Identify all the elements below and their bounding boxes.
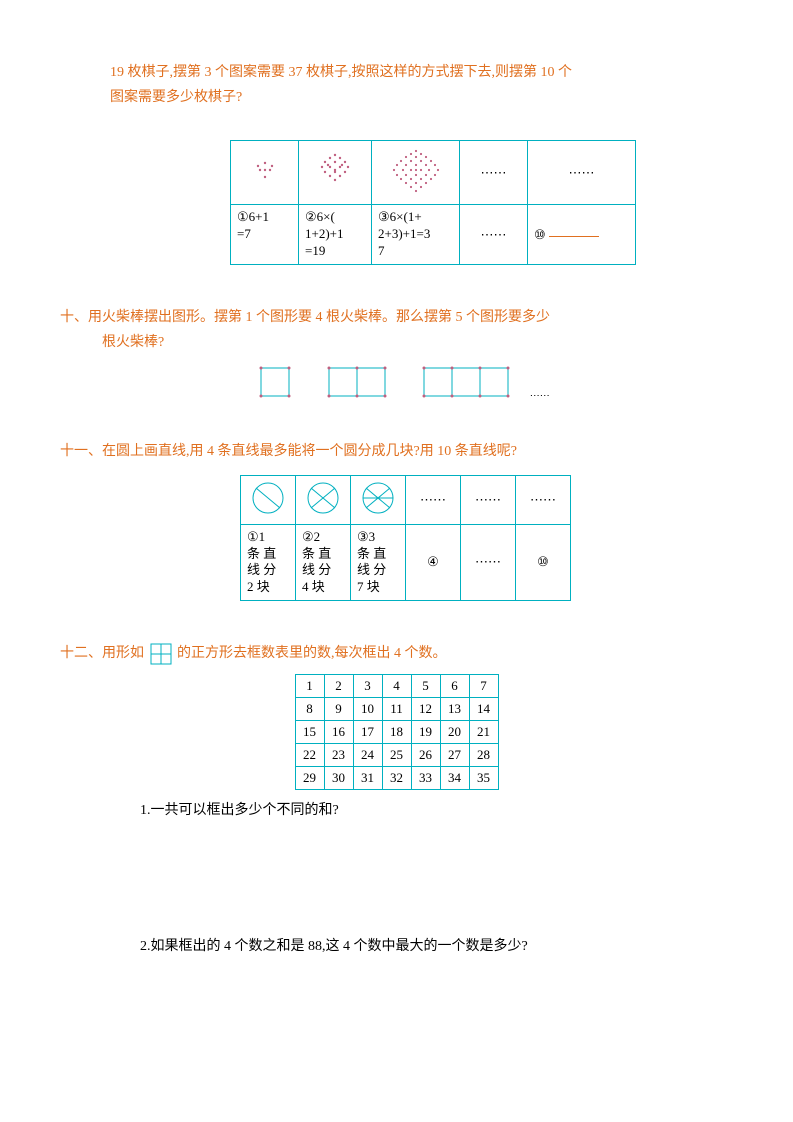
q9-cell-6: ⑩	[534, 227, 546, 242]
grid-cell: 30	[324, 767, 353, 790]
grid-cell: 19	[411, 721, 440, 744]
q9-line2: 图案需要多少枚棋子?	[110, 90, 242, 105]
q11-t2: ②2条 直线 分4 块	[302, 529, 331, 595]
hex-dots-1	[240, 145, 290, 195]
grid-cell: 34	[440, 767, 469, 790]
grid-cell: 24	[353, 744, 382, 767]
grid-cell: 35	[469, 767, 498, 790]
matchstick-fig-3	[421, 365, 511, 399]
q12-frame-icon	[150, 643, 172, 665]
q12-title-a: 十二、用形如	[60, 646, 144, 661]
grid-cell: 32	[382, 767, 411, 790]
grid-cell: 33	[411, 767, 440, 790]
q12-sub1: 1.一共可以框出多少个不同的和?	[140, 798, 733, 823]
q11-t3: ③3条 直线 分7 块	[357, 529, 386, 595]
grid-cell: 14	[469, 698, 498, 721]
grid-cell: 4	[382, 675, 411, 698]
q11-t4: ④	[427, 554, 439, 569]
grid-cell: 16	[324, 721, 353, 744]
grid-cell: 21	[469, 721, 498, 744]
q9-blank[interactable]	[549, 235, 599, 237]
q10-title: 十、用火柴棒摆出图形。摆第 1 个图形要 4 根火柴棒。那么摆第 5 个图形要多…	[60, 305, 733, 355]
q9-cell-1: ①6+1=7	[237, 209, 269, 241]
q9-cell-4: ⋯⋯	[481, 227, 507, 242]
grid-cell: 22	[295, 744, 324, 767]
q12-title-b: 的正方形去框数表里的数,每次框出 4 个数。	[177, 646, 447, 661]
grid-cell: 3	[353, 675, 382, 698]
circle-1-line	[250, 480, 286, 516]
grid-cell: 12	[411, 698, 440, 721]
grid-cell: 23	[324, 744, 353, 767]
q9-table: ⋯⋯ ⋯⋯ ①6+1=7 ②6×(1+2)+1=19 ③6×(1+2+3)+1=…	[230, 140, 636, 265]
grid-cell: 25	[382, 744, 411, 767]
circle-3-lines	[360, 480, 396, 516]
grid-cell: 6	[440, 675, 469, 698]
q11-d5: ⋯⋯	[475, 492, 501, 507]
q12-title: 十二、用形如 的正方形去框数表里的数,每次框出 4 个数。	[60, 641, 733, 666]
q9-dots-5: ⋯⋯	[569, 165, 595, 180]
q11-d4: ⋯⋯	[420, 492, 446, 507]
q11-t6: ⑩	[537, 554, 549, 569]
grid-cell: 26	[411, 744, 440, 767]
grid-cell: 10	[353, 698, 382, 721]
q11-table: ⋯⋯ ⋯⋯ ⋯⋯ ①1条 直线 分2 块 ②2条 直线 分4 块 ③3条 直线 …	[240, 475, 571, 602]
grid-cell: 11	[382, 698, 411, 721]
q11-t5: ⋯⋯	[475, 554, 501, 569]
grid-cell: 28	[469, 744, 498, 767]
grid-cell: 9	[324, 698, 353, 721]
hex-dots-3	[381, 145, 451, 200]
q10-figures: ⋯⋯	[60, 365, 733, 404]
grid-cell: 31	[353, 767, 382, 790]
grid-cell: 18	[382, 721, 411, 744]
q12-grid: 1234567891011121314151617181920212223242…	[295, 674, 499, 790]
grid-cell: 8	[295, 698, 324, 721]
q11-t1: ①1条 直线 分2 块	[247, 529, 276, 595]
grid-cell: 5	[411, 675, 440, 698]
q11-d6: ⋯⋯	[530, 492, 556, 507]
matchstick-fig-1	[258, 365, 292, 399]
grid-cell: 7	[469, 675, 498, 698]
grid-cell: 15	[295, 721, 324, 744]
grid-cell: 2	[324, 675, 353, 698]
grid-cell: 13	[440, 698, 469, 721]
q9-dots-4: ⋯⋯	[481, 165, 507, 180]
q12-sub2: 2.如果框出的 4 个数之和是 88,这 4 个数中最大的一个数是多少?	[140, 934, 733, 959]
q11-title: 十一、在圆上画直线,用 4 条直线最多能将一个圆分成几块?用 10 条直线呢?	[60, 439, 733, 464]
circle-2-lines	[305, 480, 341, 516]
q9-line1: 19 枚棋子,摆第 3 个图案需要 37 枚棋子,按照这样的方式摆下去,则摆第 …	[110, 65, 572, 80]
grid-cell: 27	[440, 744, 469, 767]
q10-dots: ⋯⋯	[530, 391, 550, 402]
grid-cell: 20	[440, 721, 469, 744]
grid-cell: 29	[295, 767, 324, 790]
q9-cell-3: ③6×(1+2+3)+1=37	[378, 209, 430, 258]
hex-dots-2	[308, 145, 363, 195]
q10-line2: 根火柴棒?	[60, 335, 164, 350]
matchstick-fig-2	[326, 365, 388, 399]
grid-cell: 17	[353, 721, 382, 744]
q9-cell-2: ②6×(1+2)+1=19	[305, 209, 344, 258]
grid-cell: 1	[295, 675, 324, 698]
q10-line1: 十、用火柴棒摆出图形。摆第 1 个图形要 4 根火柴棒。那么摆第 5 个图形要多…	[60, 310, 550, 325]
question-9-text: 19 枚棋子,摆第 3 个图案需要 37 枚棋子,按照这样的方式摆下去,则摆第 …	[60, 60, 733, 110]
